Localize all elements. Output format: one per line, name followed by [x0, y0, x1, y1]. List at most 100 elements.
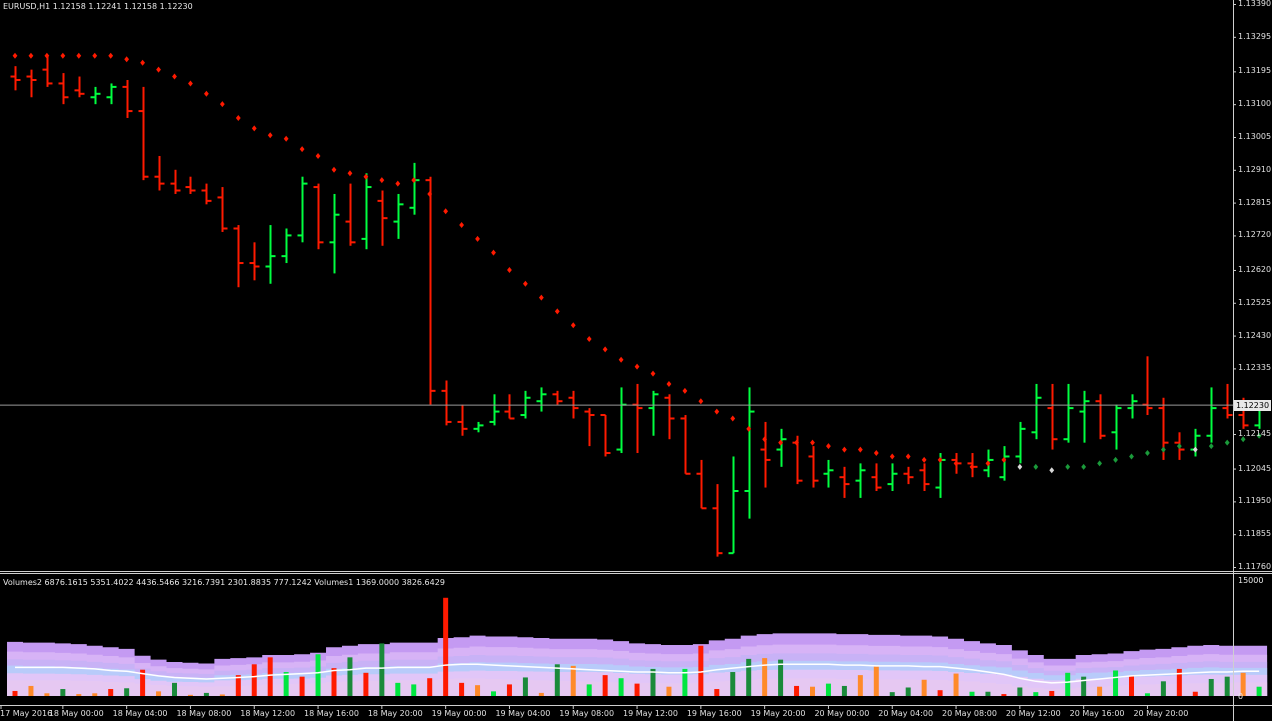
volume-bar	[363, 672, 369, 696]
volume-bar	[762, 658, 768, 696]
ohlc-bar	[744, 387, 755, 519]
volume-bar	[857, 675, 863, 696]
ohlc-bar	[919, 463, 930, 492]
ohlc-bar	[265, 225, 276, 284]
psar-dot	[698, 398, 704, 405]
psar-dot	[762, 436, 768, 443]
volume-bar	[538, 692, 544, 696]
psar-dot	[1033, 463, 1039, 470]
ohlc-bar	[1222, 383, 1233, 419]
psar-dot	[523, 280, 528, 287]
psar-dot	[475, 235, 480, 242]
ohlc-bar	[664, 394, 675, 440]
volume-bar	[841, 685, 847, 696]
volume-bar	[235, 675, 241, 696]
time-tick-label: 20 May 12:00	[1005, 709, 1061, 718]
psar-dot	[315, 152, 321, 159]
volume-bar	[12, 690, 18, 696]
psar-dot	[1001, 456, 1007, 463]
psar-dot	[1176, 443, 1182, 450]
volume-bar	[219, 694, 225, 696]
volume-bar	[1113, 670, 1119, 696]
ohlc-bar	[10, 66, 21, 91]
volume-bar	[1224, 676, 1230, 696]
psar-dot	[1161, 446, 1166, 453]
ohlc-bar	[345, 183, 356, 246]
psar-dot	[28, 52, 34, 59]
chart-title: EURUSD,H1 1.12158 1.12241 1.12158 1.1223…	[3, 2, 193, 11]
price-tick-label: 1.12815	[1238, 197, 1272, 207]
volume-bar	[586, 684, 592, 696]
price-tick-label: 1.11760	[1238, 562, 1272, 571]
psar-dot	[219, 101, 225, 108]
psar-dot	[873, 450, 879, 457]
ohlc-bar	[600, 414, 611, 457]
time-tick-label: 18 May 20:00	[367, 709, 423, 718]
psar-dot	[666, 380, 672, 387]
psar-dot	[92, 52, 98, 59]
price-tick-label: 1.11950	[1238, 496, 1272, 506]
volume-bar	[825, 683, 831, 696]
psar-dot	[1129, 453, 1134, 460]
volume-bar	[124, 688, 130, 696]
time-tick-label: 18 May 04:00	[112, 709, 168, 718]
psar-dot	[794, 439, 799, 446]
volume-bar	[1129, 675, 1134, 696]
psar-dot	[714, 408, 720, 415]
psar-dot	[1081, 463, 1087, 470]
volume-bar	[522, 677, 528, 696]
psar-dot	[140, 59, 145, 66]
psar-dot	[299, 146, 305, 153]
ohlc-bar	[393, 193, 404, 239]
ohlc-bar	[887, 463, 898, 492]
psar-dot	[124, 56, 130, 63]
time-tick-label: 18 May 00:00	[48, 709, 104, 718]
psar-dot	[60, 52, 66, 59]
psar-dot	[76, 52, 82, 59]
price-tick-label: 1.11855	[1238, 529, 1272, 539]
price-tick-label: 1.13100	[1238, 99, 1272, 109]
psar-dot	[1192, 446, 1198, 453]
volume-bar	[1081, 676, 1087, 696]
ohlc-bar	[90, 86, 101, 105]
volume-axis-bottom: 0	[1238, 692, 1244, 701]
psar-dot	[1240, 436, 1246, 443]
ohlc-bar	[504, 394, 515, 420]
psar-dot	[570, 322, 576, 329]
volume-bar	[1097, 686, 1103, 696]
volume-bar	[251, 664, 257, 696]
ohlc-bar	[329, 193, 340, 274]
psar-dot	[108, 52, 114, 59]
volume-legend: Volumes2 6876.1615 5351.4022 4436.5466 3…	[3, 578, 445, 587]
volume-bar	[299, 676, 305, 696]
ohlc-bar	[648, 390, 659, 436]
volume-bar	[810, 686, 815, 696]
volume-bar	[1144, 693, 1150, 696]
psar-dot	[985, 460, 991, 467]
time-tick-label: 20 May 16:00	[1069, 709, 1125, 718]
psar-dot	[921, 456, 927, 463]
time-tick-label: 17 May 2016	[0, 709, 53, 718]
time-tick-label: 20 May 20:00	[1133, 709, 1189, 718]
price-tick-label: 1.12335	[1238, 363, 1272, 373]
ohlc-bar	[185, 176, 196, 194]
volume-bar	[1240, 672, 1246, 696]
psar-dot	[937, 456, 943, 463]
ohlc-bar	[201, 183, 212, 205]
time-tick-label: 19 May 04:00	[495, 709, 551, 718]
volume-bar	[1176, 668, 1182, 696]
price-tick-label: 1.12720	[1238, 230, 1272, 240]
ohlc-bar	[632, 383, 643, 454]
ohlc-bar	[536, 387, 547, 412]
ohlc-bar	[457, 404, 468, 436]
psar-dot	[1049, 467, 1055, 474]
ohlc-bar	[217, 187, 228, 232]
psar-dot	[283, 135, 289, 142]
volume-bar	[602, 675, 608, 696]
ohlc-bar	[473, 421, 484, 433]
volume-bar	[315, 654, 321, 696]
psar-dot	[44, 52, 50, 59]
volume-bar	[411, 684, 417, 696]
